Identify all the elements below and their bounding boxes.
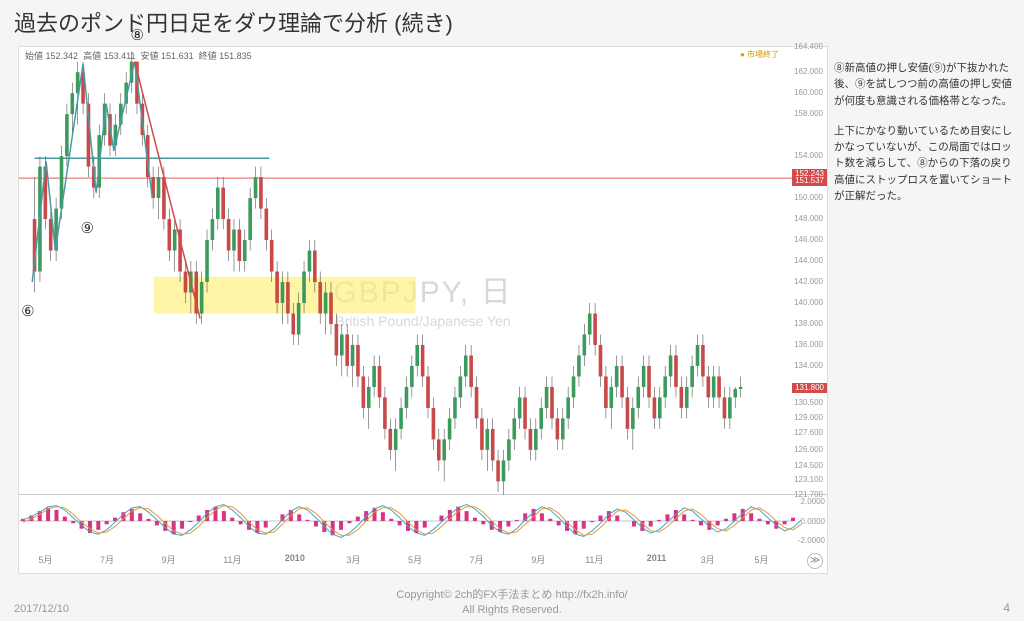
footer-page-number: 4 [1003,601,1010,615]
ind-tick-mid: 0.0000 [801,517,825,526]
y-tick: 130.500 [794,398,823,407]
analysis-notes: ⑧新高値の押し安値(⑨)が下抜かれた後、⑨を試しつつ前の高値の押し安値が何度も意… [834,60,1018,218]
y-tick: 123.100 [794,475,823,484]
marker-9: ⑨ [80,222,93,236]
y-tick: 148.000 [794,214,823,223]
y-tick: 126.000 [794,445,823,454]
price-flag: 131.800 [792,383,827,393]
time-tick: 11月 [223,553,241,566]
time-tick: 2010 [285,553,305,563]
y-tick: 134.000 [794,361,823,370]
ind-tick-bot: -2.0000 [798,536,825,545]
time-tick: 11月 [585,553,603,566]
price-chart[interactable]: GBPJPY, 日 British Pound/Japanese Yen 121… [19,47,827,495]
time-tick: 5月 [408,553,422,566]
note-2: 上下にかなり動いているため目安にしかなっていないが、この局面ではロット数を減らし… [834,123,1018,204]
time-tick: 9月 [162,553,176,566]
time-tick: 5月 [755,553,769,566]
marker-8: ⑧ [131,29,144,43]
time-tick: 3月 [346,553,360,566]
footer-date: 2017/12/10 [14,603,69,615]
time-tick: 7月 [100,553,114,566]
y-tick: 127.600 [794,428,823,437]
y-tick: 129.000 [794,413,823,422]
y-tick: 144.000 [794,256,823,265]
y-tick: 140.000 [794,298,823,307]
y-axis: 121.700123.100124.500126.000127.600129.0… [785,47,825,495]
y-tick: 164.400 [794,42,823,51]
ind-tick-top: 2.0000 [801,497,825,506]
y-tick: 154.000 [794,151,823,160]
y-tick: 136.000 [794,340,823,349]
note-1: ⑧新高値の押し安値(⑨)が下抜かれた後、⑨を試しつつ前の高値の押し安値が何度も意… [834,60,1018,109]
y-tick: 162.000 [794,67,823,76]
footer-copyright: Copyright© 2ch的FX手法まとめ http://fx2h.info/… [396,588,627,617]
y-tick: 158.000 [794,109,823,118]
time-tick: 5月 [38,553,52,566]
time-tick: 7月 [470,553,484,566]
y-tick: 142.000 [794,277,823,286]
copyright-line2: All Rights Reserved. [462,604,562,616]
y-tick: 160.000 [794,88,823,97]
y-tick: 124.500 [794,461,823,470]
marker-6: ⑥ [21,305,34,319]
y-tick: 146.000 [794,235,823,244]
y-tick: 150.000 [794,193,823,202]
indicator-chart[interactable]: 2.0000 0.0000 -2.0000 [19,495,827,547]
price-flag: 151.537 [792,176,827,186]
time-axis: 5月 7月 9月 11月 2010 3月 5月 7月 9月 11月 2011 3月 5月 [19,547,827,575]
time-tick: 9月 [531,553,545,566]
time-tick: 2011 [647,553,667,563]
time-tick: 3月 [701,553,715,566]
chart-panel: 始値 152.342 高値 153.411 安値 151.631 終値 151.… [18,46,828,574]
copyright-line1: Copyright© 2ch的FX手法まとめ http://fx2h.info/ [396,589,627,601]
scroll-right-button[interactable]: ≫ [807,553,823,569]
page-title: 過去のポンド円日足をダウ理論で分析 (続き) [14,6,453,38]
y-tick: 138.000 [794,319,823,328]
